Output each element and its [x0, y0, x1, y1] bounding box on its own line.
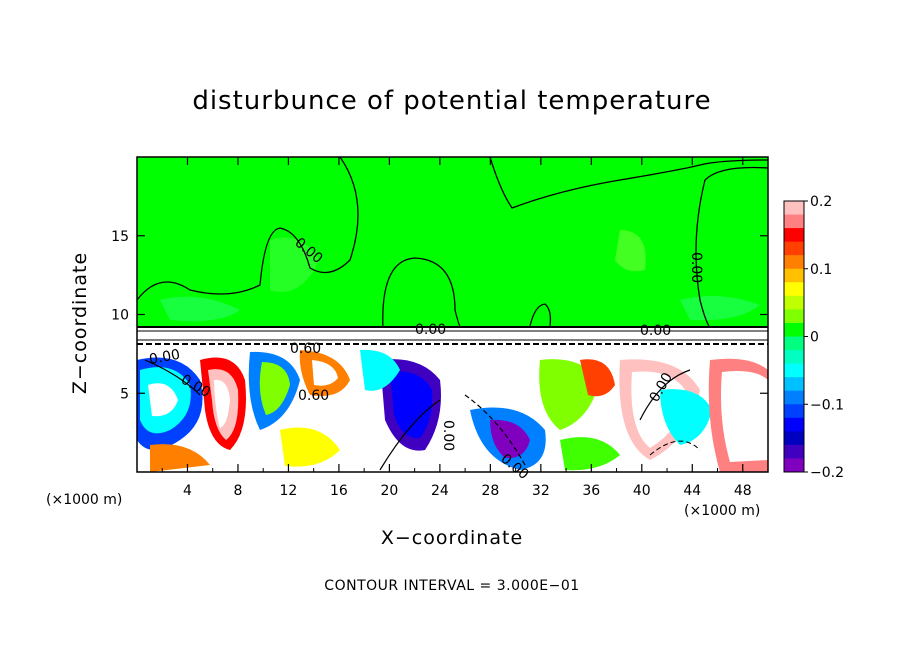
colorbar-swatch	[784, 458, 804, 473]
colorbar-swatch	[784, 214, 804, 229]
chart-title: disturbunce of potential temperature	[192, 86, 712, 116]
turb-white	[454, 354, 520, 413]
y-axis-label: Z−coordinate	[69, 251, 91, 395]
colorbar-swatch	[784, 404, 804, 419]
x-tick-label: 28	[481, 483, 499, 499]
contour-label: 0.00	[148, 347, 181, 368]
y-tick-label: 5	[120, 386, 129, 402]
turb-cyan	[360, 349, 400, 391]
turb-red	[580, 359, 615, 397]
x-tick-label: 40	[633, 483, 651, 499]
turb-blue	[390, 371, 433, 439]
contour-upper-mid	[489, 157, 768, 209]
colorbar-swatch	[784, 282, 804, 297]
colorbar-swatch	[784, 228, 804, 243]
turb-white	[214, 379, 230, 428]
upper-patch	[615, 230, 646, 272]
x-tick-label: 36	[582, 483, 600, 499]
contour-interval-note: CONTOUR INTERVAL = 3.000E−01	[324, 578, 580, 594]
x-tick-label: 20	[380, 483, 398, 499]
contour-lower	[649, 440, 701, 456]
colorbar-swatch	[784, 295, 804, 310]
turb-yellow	[280, 427, 340, 467]
contour-upper-left	[137, 157, 359, 301]
turb-white	[312, 360, 338, 386]
colorbar-swatch	[784, 268, 804, 283]
x-tick-label: 16	[330, 483, 348, 499]
colorbar: 0.2 0.1 0 −0.1 −0.2	[783, 194, 844, 481]
upper-patch	[160, 296, 240, 322]
colorbar-swatch	[784, 241, 804, 256]
contour-lower	[464, 394, 526, 466]
contour-label: 0.00	[440, 420, 456, 451]
turb-purple	[490, 419, 530, 459]
contour-upper-bump	[382, 257, 463, 331]
y-tick-label: 15	[111, 229, 129, 245]
colorbar-tick-label: 0	[810, 330, 819, 346]
turb-green	[560, 437, 620, 471]
colorbar-tick-label: −0.1	[810, 397, 844, 413]
contour-label: 0.00	[688, 252, 704, 283]
contour-label: 0.60	[290, 341, 321, 357]
colorbar-swatch	[784, 322, 804, 337]
x-tick-label: 8	[233, 483, 242, 499]
x-axis-label: X−coordinate	[380, 527, 524, 549]
colorbar-tick-label: 0.1	[810, 262, 832, 278]
x-tick-label: 4	[183, 483, 192, 499]
turb-green	[259, 362, 290, 415]
contour-upper-small	[529, 303, 552, 327]
x-tick-label: 48	[734, 483, 752, 499]
colorbar-swatch	[784, 350, 804, 365]
colorbar-swatch	[784, 417, 804, 432]
colorbar-swatch	[784, 201, 804, 216]
x-unit-label-right: (×1000 m)	[684, 503, 761, 519]
contour-lower	[144, 359, 201, 396]
colorbar-swatch	[784, 255, 804, 270]
colorbar-swatch	[784, 309, 804, 324]
colorbar-swatch	[784, 363, 804, 378]
contour-upper-right	[695, 166, 768, 329]
colorbar-swatch	[784, 390, 804, 405]
turb-white	[721, 371, 768, 462]
colorbar-swatch	[784, 431, 804, 446]
contour-label: 0.00	[415, 322, 446, 338]
colorbar-swatch	[784, 336, 804, 351]
x-tick-label: 12	[280, 483, 298, 499]
turb-white	[148, 383, 178, 417]
contour-label: 0.00	[640, 323, 671, 339]
y-tick-label: 10	[111, 308, 129, 324]
contour-label: 0.60	[298, 388, 329, 404]
x-tick-label: 24	[431, 483, 449, 499]
turb-cyan	[660, 389, 712, 445]
x-tick-label: 44	[683, 483, 701, 499]
upper-patch	[270, 237, 320, 292]
colorbar-tick-label: −0.2	[810, 465, 844, 481]
contour-lower	[379, 399, 441, 471]
colorbar-swatch	[784, 444, 804, 459]
contour-lower	[639, 369, 691, 421]
x-unit-label-left: (×1000 m)	[46, 492, 123, 508]
x-tick-label: 32	[532, 483, 550, 499]
colorbar-swatch	[784, 377, 804, 392]
colorbar-tick-label: 0.2	[810, 194, 832, 210]
turb-orange	[150, 444, 210, 472]
